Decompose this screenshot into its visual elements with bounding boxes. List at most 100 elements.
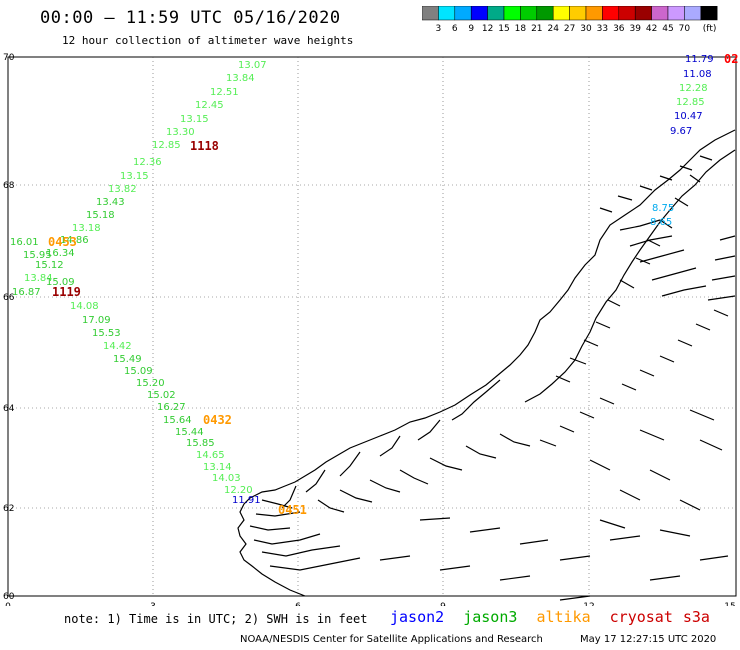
wave-height-value: 16.87 <box>12 287 41 298</box>
wave-height-value: 17.09 <box>82 315 111 326</box>
y-tick-label: 64 <box>3 404 15 414</box>
wave-height-value: 13.30 <box>166 127 195 138</box>
map-subtitle: 12 hour collection of altimeter wave hei… <box>62 34 354 47</box>
wave-height-value: 15.44 <box>175 427 204 438</box>
colorbar-label: 45 <box>662 24 673 34</box>
legend-jason3: jason3 <box>463 608 518 626</box>
wave-height-value: 12.45 <box>195 100 224 111</box>
legend-s3a: s3a <box>682 608 710 626</box>
wave-height-value: 11.79 <box>685 54 714 65</box>
colorbar-label: 15 <box>498 24 509 34</box>
wave-height-value: 9.67 <box>670 126 692 137</box>
wave-height-value: 13.43 <box>96 197 125 208</box>
wave-height-value: 14.08 <box>70 301 99 312</box>
pass-time-label: 1118 <box>190 139 219 153</box>
wave-height-value: 8.65 <box>650 217 672 228</box>
legend-cryosat: cryosat <box>609 608 673 626</box>
y-tick-label: 60 <box>3 592 15 602</box>
wave-height-value: 10.47 <box>674 111 703 122</box>
wave-height-value: 12.85 <box>676 97 705 108</box>
colorbar-label: 3 <box>436 24 442 34</box>
wave-height-value: 11.91 <box>232 495 261 506</box>
satellite-legend: jason2 jason3 altika cryosat s3a <box>390 608 720 626</box>
coastline <box>237 129 736 601</box>
wave-height-value: 13.15 <box>120 171 149 182</box>
wave-height-value: 12.20 <box>224 485 253 496</box>
colorbar-label: 30 <box>580 24 592 34</box>
colorbar-label: 6 <box>452 24 458 34</box>
x-tick-label: 3 <box>150 602 156 606</box>
wave-height-value: 14.86 <box>60 235 89 246</box>
wave-height-value: 8.75 <box>652 203 674 214</box>
legend-jason2: jason2 <box>390 608 445 626</box>
wave-height-value: 15.09 <box>124 366 153 377</box>
pass-time-label: 0453 <box>48 235 77 249</box>
wave-height-value: 15.20 <box>136 378 165 389</box>
legend-altika: altika <box>536 608 591 626</box>
colorbar-label: 70 <box>679 24 691 34</box>
colorbar-label: 39 <box>629 24 641 34</box>
y-tick-label: 62 <box>3 504 14 514</box>
issued-timestamp: May 17 12:27:15 UTC 2020 <box>580 634 717 645</box>
pass-time-label: 0432 <box>203 413 232 427</box>
wave-height-value: 15.02 <box>147 390 176 401</box>
wave-height-value: 14.42 <box>103 341 132 352</box>
pass-time-label: 02 <box>724 52 738 66</box>
colorbar: 3 6 9 12 15 18 21 24 27 30 33 36 39 42 45 70 (ft) <box>422 6 718 34</box>
wave-height-value: 13.18 <box>72 223 101 234</box>
footer-note: note: 1) Time is in UTC; 2) SWH is in fe… <box>64 612 368 626</box>
x-tick-label: 15 <box>724 602 735 606</box>
wave-height-value: 15.53 <box>92 328 121 339</box>
wave-height-value: 16.34 <box>46 248 75 259</box>
wave-height-map: 0 3 6 9 12 15 70 68 66 64 62 60 13.07 13.84 12.51 12.4… <box>3 52 738 606</box>
colorbar-label: 18 <box>515 24 527 34</box>
x-tick-label: 6 <box>295 602 301 606</box>
wave-height-value: 15.12 <box>35 260 64 271</box>
colorbar-label: 36 <box>613 24 625 34</box>
colorbar-label: 33 <box>597 24 608 34</box>
credit-line: NOAA/NESDIS Center for Satellite Applica… <box>240 634 543 645</box>
map-title: 00:00 – 11:59 UTC 05/16/2020 <box>40 8 341 28</box>
wave-height-value: 14.03 <box>212 473 241 484</box>
wave-height-value: 15.18 <box>86 210 115 221</box>
wave-height-value: 13.82 <box>108 184 137 195</box>
wave-height-value: 13.15 <box>180 114 209 125</box>
x-tick-label: 9 <box>440 602 446 606</box>
wave-height-value: 13.14 <box>203 462 232 473</box>
colorbar-label: 42 <box>646 24 657 34</box>
wave-height-value: 13.84 <box>226 73 255 84</box>
wave-height-value: 15.49 <box>113 354 142 365</box>
colorbar-unit: (ft) <box>703 24 717 34</box>
y-tick-label: 68 <box>3 181 15 191</box>
x-tick-label: 0 <box>5 602 11 606</box>
wave-height-value: 11.08 <box>683 69 712 80</box>
colorbar-label: 12 <box>482 24 493 34</box>
wave-height-value: 12.51 <box>210 87 239 98</box>
colorbar-label: 9 <box>468 24 474 34</box>
wave-height-value: 15.95 <box>23 250 52 261</box>
pass-time-label: 1119 <box>52 285 81 299</box>
x-tick-label: 12 <box>583 602 594 606</box>
wave-height-value: 12.36 <box>133 157 162 168</box>
wave-height-value: 13.84 <box>24 273 53 284</box>
wave-height-value: 15.85 <box>186 438 215 449</box>
wave-height-value: 15.64 <box>163 415 192 426</box>
wave-height-value: 15.09 <box>46 277 75 288</box>
wave-height-value: 14.65 <box>196 450 225 461</box>
grid-lines <box>8 57 736 596</box>
colorbar-label: 24 <box>547 24 559 34</box>
wave-height-labels: 13.07 13.84 12.51 12.45 13.15 13.30 12.85 12.36… <box>10 54 714 506</box>
colorbar-label: 21 <box>531 24 542 34</box>
colorbar-swatch <box>700 6 718 21</box>
wave-height-value: 12.85 <box>152 140 181 151</box>
wave-height-value: 16.01 <box>10 237 39 248</box>
colorbar-label: 27 <box>564 24 575 34</box>
tick-labels: 0 3 6 9 12 15 70 68 66 64 62 60 <box>3 53 736 606</box>
y-tick-label: 66 <box>3 293 15 303</box>
y-tick-label: 70 <box>3 53 15 63</box>
wave-height-value: 12.28 <box>679 83 708 94</box>
wave-height-value: 13.07 <box>238 60 267 71</box>
wave-height-value: 16.27 <box>157 402 186 413</box>
pass-time-label: 0451 <box>278 503 307 517</box>
pass-time-labels: 1118 0453 1119 0432 0451 02 <box>48 52 738 517</box>
